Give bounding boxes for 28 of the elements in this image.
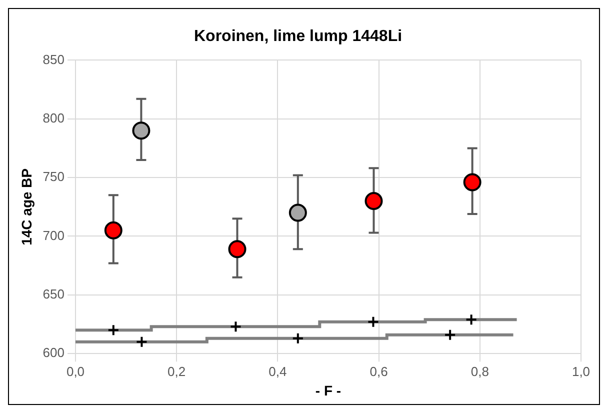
point (292, 332, 304, 344)
y-tick-label: 650 (42, 286, 64, 302)
point (136, 336, 148, 348)
chart-title: Koroinen, lime lump 1448Li (194, 28, 402, 46)
point (463, 173, 482, 192)
x-tick-label: 0,6 (370, 364, 388, 379)
x-tick-label: 0,0 (66, 364, 85, 379)
x-tick-label: 0,8 (470, 364, 489, 379)
y-tick-label: 850 (42, 52, 64, 67)
point (228, 240, 246, 258)
point (104, 221, 122, 240)
point (444, 328, 456, 341)
y-tick-label: 700 (42, 228, 64, 243)
point (364, 192, 383, 210)
x-axis-title: - F - (315, 382, 342, 398)
x-tick-label: 0,4 (268, 364, 287, 379)
y-tick-label: 750 (42, 169, 64, 184)
x-tick-label: 1,0 (572, 364, 590, 379)
y-tick-label: 800 (42, 110, 64, 126)
y-tick-label: 600 (42, 345, 64, 360)
point (288, 204, 307, 222)
point (367, 316, 380, 328)
point (107, 324, 120, 336)
point (132, 122, 150, 140)
point (230, 320, 242, 333)
y-axis-title: 14C age BP (18, 168, 34, 246)
x-tick-label: 0,2 (168, 364, 186, 379)
point (465, 314, 478, 326)
